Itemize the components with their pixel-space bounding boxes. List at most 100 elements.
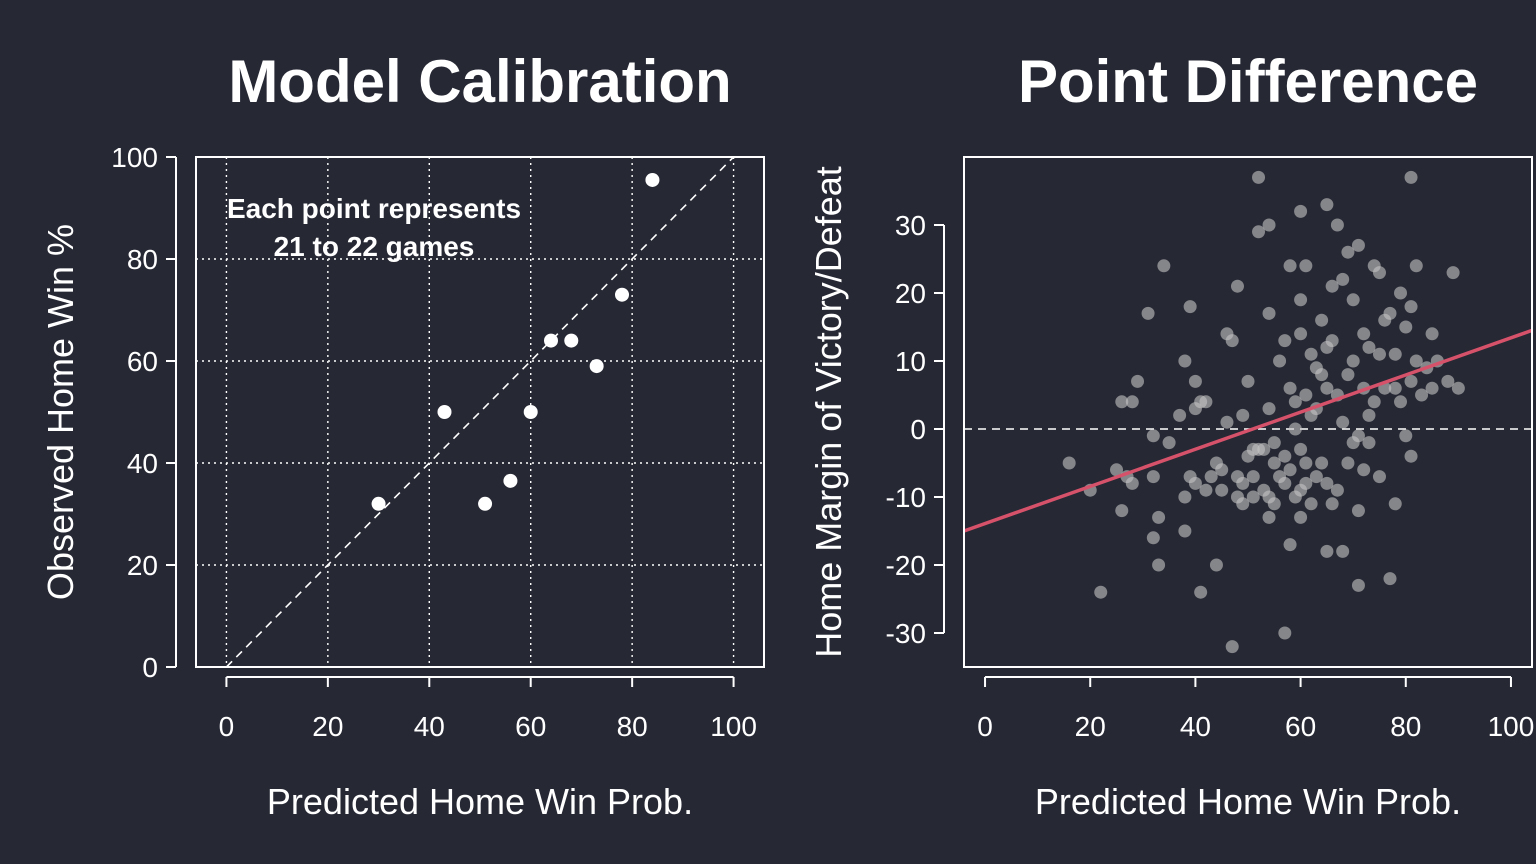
margin-point — [1267, 497, 1281, 511]
margin-point — [1372, 347, 1386, 361]
point-difference-y-tick-label: 0 — [910, 414, 926, 445]
margin-point — [1394, 286, 1408, 300]
margin-point — [1304, 347, 1318, 361]
calibration-plot-frame — [195, 156, 765, 668]
margin-point — [1146, 470, 1160, 484]
margin-point — [1178, 490, 1192, 504]
margin-point — [1146, 429, 1160, 443]
point-difference-x-tick-label: 40 — [1180, 711, 1211, 742]
margin-point — [1262, 306, 1276, 320]
point-difference-x-tick-label: 20 — [1075, 711, 1106, 742]
margin-point — [1267, 456, 1281, 470]
margin-point — [1299, 476, 1313, 490]
margin-point — [1425, 381, 1439, 395]
margin-point — [1351, 429, 1365, 443]
point-difference-x-tick-label: 80 — [1390, 711, 1421, 742]
margin-point — [1278, 476, 1292, 490]
margin-point — [1131, 374, 1145, 388]
point-difference-x-tick-label: 100 — [1488, 711, 1535, 742]
margin-point — [1383, 572, 1397, 586]
margin-point — [1252, 170, 1266, 184]
margin-point — [1178, 354, 1192, 368]
calibration-title: Model Calibration — [228, 48, 731, 115]
margin-point — [1188, 476, 1202, 490]
margin-point — [1157, 259, 1171, 273]
margin-point — [1441, 374, 1455, 388]
margin-point — [1294, 293, 1308, 307]
margin-point — [1325, 497, 1339, 511]
calibration-reference-line — [225, 156, 735, 668]
point-difference-y-tick-label: 30 — [895, 210, 926, 241]
calibration-points — [371, 172, 660, 511]
point-difference-y-tick-label: -30 — [886, 618, 926, 649]
margin-point — [1367, 395, 1381, 409]
margin-point — [1236, 408, 1250, 422]
margin-point — [1330, 218, 1344, 232]
margin-point — [1320, 544, 1334, 558]
calibration-x-tick-label: 20 — [312, 711, 343, 742]
calibration-point — [564, 333, 579, 348]
margin-point — [1215, 483, 1229, 497]
calibration-point — [544, 333, 558, 348]
margin-point — [1336, 415, 1350, 429]
calibration-annotation-line-2: 21 to 22 games — [274, 231, 475, 262]
margin-point — [1236, 497, 1250, 511]
margin-point — [1372, 470, 1386, 484]
calibration-x-tick-label: 80 — [617, 711, 648, 742]
margin-point — [1299, 456, 1313, 470]
calibration-point — [371, 496, 386, 511]
margin-point — [1262, 402, 1276, 416]
margin-point — [1362, 436, 1376, 450]
margin-point — [1304, 497, 1318, 511]
point-difference-y-tick-label: -10 — [886, 482, 926, 513]
point-difference-y-tick-label: 10 — [895, 346, 926, 377]
margin-point — [1425, 327, 1439, 341]
margin-point — [1236, 476, 1250, 490]
margin-point — [1225, 640, 1239, 654]
calibration-y-tick-label: 0 — [142, 652, 158, 683]
margin-point — [1215, 463, 1229, 477]
margin-point — [1230, 279, 1244, 293]
margin-point — [1336, 272, 1350, 286]
margin-point — [1351, 504, 1365, 518]
calibration-point — [589, 359, 604, 374]
margin-point — [1351, 238, 1365, 252]
margin-point — [1288, 422, 1302, 436]
margin-point — [1341, 368, 1355, 382]
margin-point — [1388, 497, 1402, 511]
margin-point — [1399, 429, 1413, 443]
calibration-y-tick-label: 40 — [127, 448, 158, 479]
margin-point — [1394, 395, 1408, 409]
margin-point — [1299, 388, 1313, 402]
point-difference-x-tick-label: 60 — [1285, 711, 1316, 742]
calibration-point — [437, 405, 452, 419]
point-difference-y-tick-label: 20 — [895, 278, 926, 309]
margin-point — [1388, 381, 1402, 395]
calibration-x-axis-label: Predicted Home Win Prob. — [267, 781, 693, 822]
margin-point — [1141, 306, 1155, 320]
margin-point — [1246, 490, 1260, 504]
margin-point — [1315, 313, 1329, 327]
margin-point — [1283, 463, 1297, 477]
margin-point — [1162, 436, 1176, 450]
margin-point — [1094, 585, 1108, 599]
margin-point — [1399, 320, 1413, 334]
margin-point — [1362, 340, 1376, 354]
margin-point — [1346, 354, 1360, 368]
calibration-annotation-line-1: Each point represents — [227, 193, 521, 224]
margin-point — [1278, 626, 1292, 640]
margin-point — [1204, 470, 1218, 484]
point-difference-y-axis-label: Home Margin of Victory/Defeat — [808, 166, 849, 658]
margin-point — [1320, 476, 1334, 490]
margin-point — [1325, 279, 1339, 293]
margin-point — [1388, 347, 1402, 361]
margin-point — [1262, 218, 1276, 232]
margin-point — [1383, 306, 1397, 320]
margin-point — [1294, 442, 1308, 456]
margin-point — [1357, 463, 1371, 477]
margin-point — [1325, 334, 1339, 348]
margin-point — [1152, 558, 1166, 572]
margin-point — [1146, 531, 1160, 545]
margin-point — [1125, 395, 1139, 409]
margin-point — [1446, 266, 1460, 280]
